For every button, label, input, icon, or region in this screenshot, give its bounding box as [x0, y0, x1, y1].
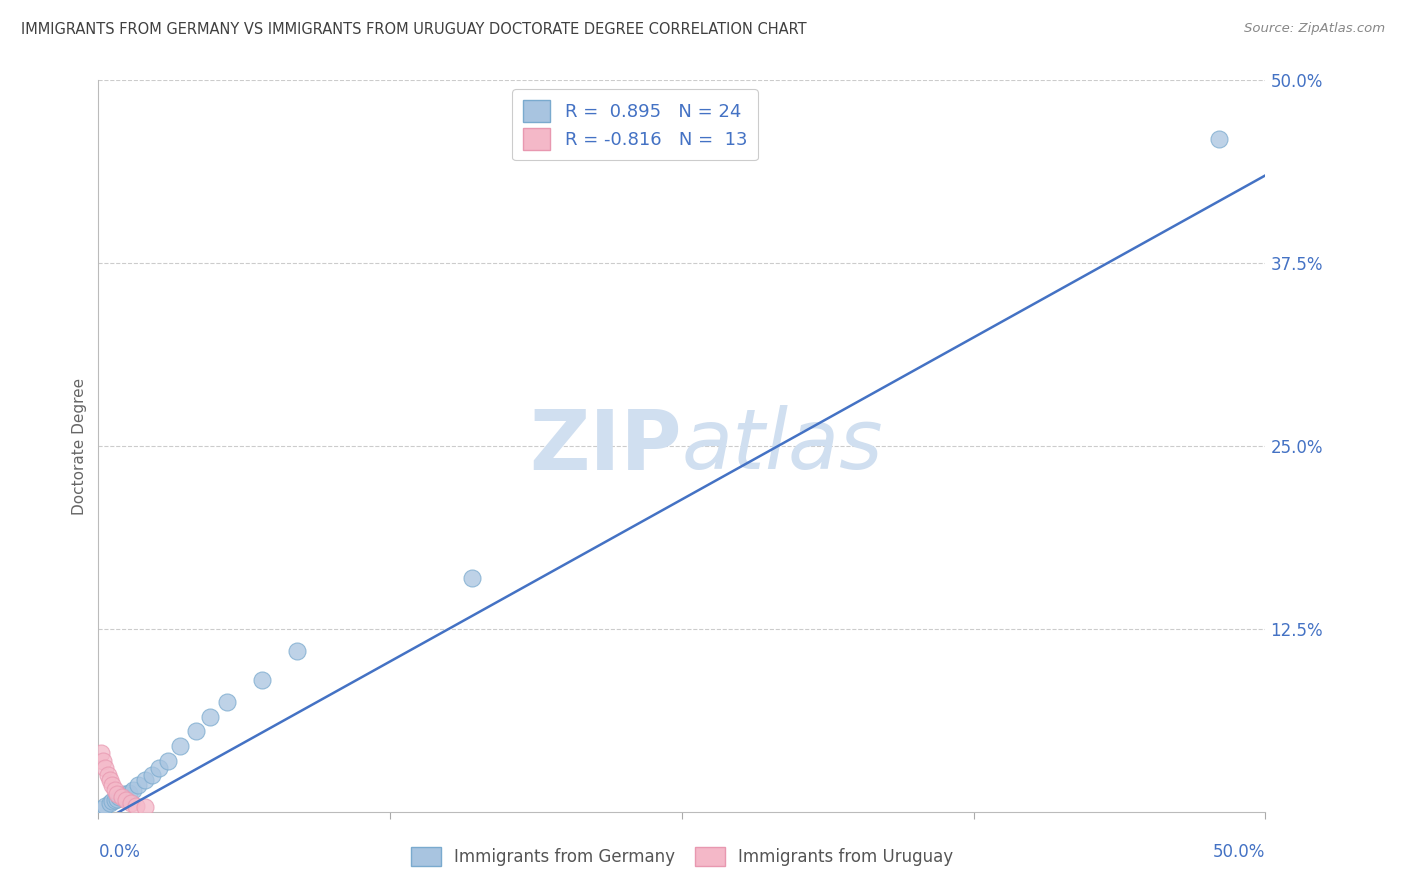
Point: [115, 793, 138, 807]
Text: atlas: atlas: [682, 406, 883, 486]
Point: [98, 796, 121, 810]
Point: [97, 768, 120, 782]
Point: [104, 782, 127, 797]
Point: [120, 796, 142, 810]
Point: [215, 695, 238, 709]
Point: [122, 782, 145, 797]
Point: [94, 761, 117, 775]
Point: [125, 798, 148, 813]
Point: [111, 790, 134, 805]
Point: [157, 754, 180, 768]
Point: [112, 787, 135, 801]
Text: IMMIGRANTS FROM GERMANY VS IMMIGRANTS FROM URUGUAY DOCTORATE DEGREE CORRELATION : IMMIGRANTS FROM GERMANY VS IMMIGRANTS FR…: [21, 22, 807, 37]
Point: [111, 789, 134, 803]
Point: [118, 786, 141, 800]
Point: [105, 791, 128, 805]
Legend: Immigrants from Germany, Immigrants from Uruguay: Immigrants from Germany, Immigrants from…: [404, 840, 960, 873]
Text: 0.0%: 0.0%: [98, 843, 141, 861]
Point: [101, 795, 124, 809]
Text: 50.0%: 50.0%: [1213, 843, 1265, 861]
Point: [141, 768, 163, 782]
Point: [108, 790, 131, 805]
Point: [200, 709, 222, 723]
Point: [94, 798, 117, 813]
Point: [250, 673, 273, 687]
Point: [1208, 132, 1230, 146]
Point: [98, 772, 121, 787]
Point: [90, 802, 112, 816]
Text: ZIP: ZIP: [530, 406, 682, 486]
Point: [186, 724, 208, 739]
Text: Source: ZipAtlas.com: Source: ZipAtlas.com: [1244, 22, 1385, 36]
Point: [91, 754, 114, 768]
Point: [285, 644, 308, 658]
Point: [104, 793, 127, 807]
Point: [134, 772, 156, 787]
Point: [148, 761, 170, 775]
Point: [169, 739, 191, 753]
Point: [127, 778, 149, 792]
Point: [105, 787, 128, 801]
Point: [101, 778, 124, 792]
Point: [461, 571, 484, 585]
Y-axis label: Doctorate Degree: Doctorate Degree: [72, 377, 87, 515]
Point: [134, 800, 156, 814]
Point: [90, 746, 112, 760]
